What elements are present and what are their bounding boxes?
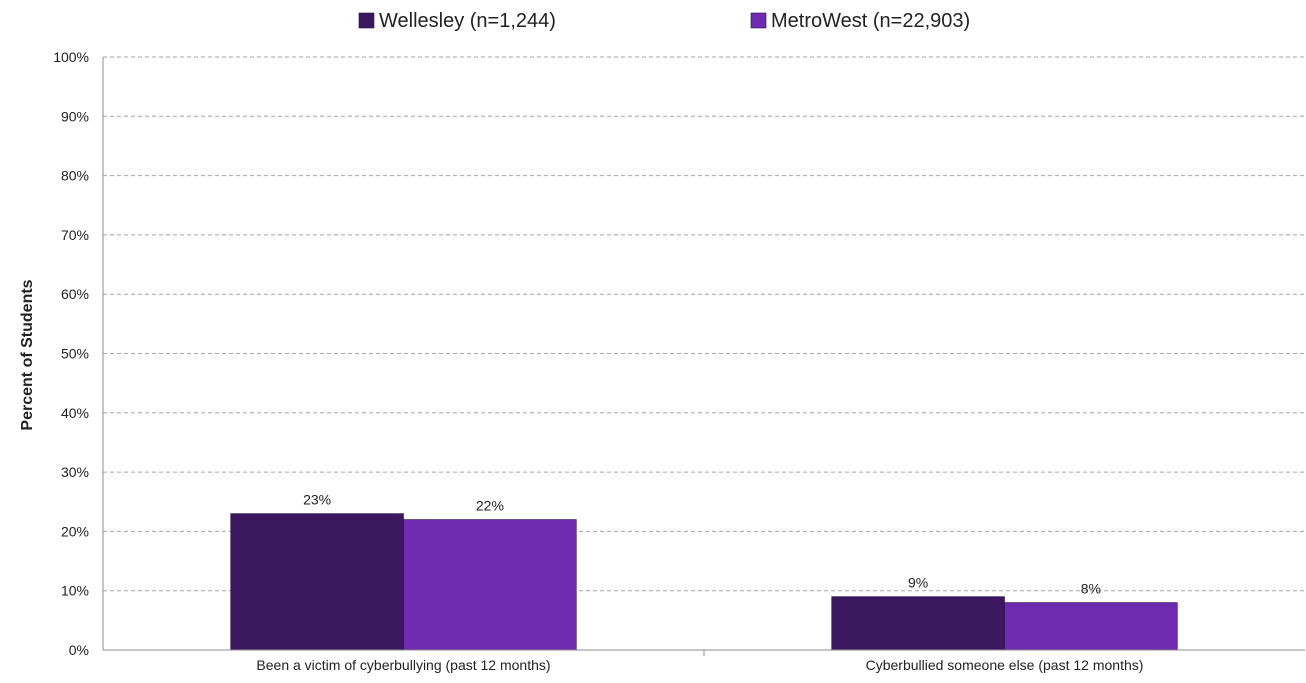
data-label: 22% — [476, 498, 504, 514]
y-tick-label: 50% — [61, 346, 89, 362]
legend-swatch — [358, 12, 375, 29]
bar — [831, 596, 1005, 651]
y-tick-label: 40% — [61, 405, 89, 421]
legend: Wellesley (n=1,244) MetroWest (n=22,903) — [358, 10, 970, 32]
bars — [230, 513, 1178, 651]
bar — [403, 519, 577, 651]
y-tick-label: 20% — [61, 523, 89, 539]
labels: 0% 10% 20% 30% 40% 50% 60% 70% 80% 90% 100% 23% 22% B… — [53, 49, 1143, 673]
legend-label: MetroWest (n=22,903) — [771, 10, 970, 32]
legend-swatch — [750, 12, 767, 29]
data-label: 23% — [303, 492, 331, 508]
x-category-label: Been a victim of cyberbullying (past 12 … — [256, 657, 550, 673]
y-tick-label: 0% — [69, 642, 89, 658]
bar — [1004, 602, 1178, 651]
y-tick-label: 70% — [61, 227, 89, 243]
y-tick-label: 30% — [61, 464, 89, 480]
y-tick-label: 10% — [61, 583, 89, 599]
y-tick-label: 80% — [61, 168, 89, 184]
axes — [102, 57, 1305, 656]
bar — [230, 513, 404, 651]
y-axis-title: Percent of Students — [19, 279, 36, 430]
y-tick-label: 60% — [61, 286, 89, 302]
data-label: 8% — [1081, 581, 1101, 597]
y-tick-label: 90% — [61, 108, 89, 124]
legend-label: Wellesley (n=1,244) — [379, 10, 556, 32]
gridlines — [103, 56, 1305, 592]
x-category-label: Cyberbullied someone else (past 12 month… — [866, 657, 1144, 673]
y-tick-label: 100% — [53, 49, 89, 65]
data-label: 9% — [908, 575, 928, 591]
